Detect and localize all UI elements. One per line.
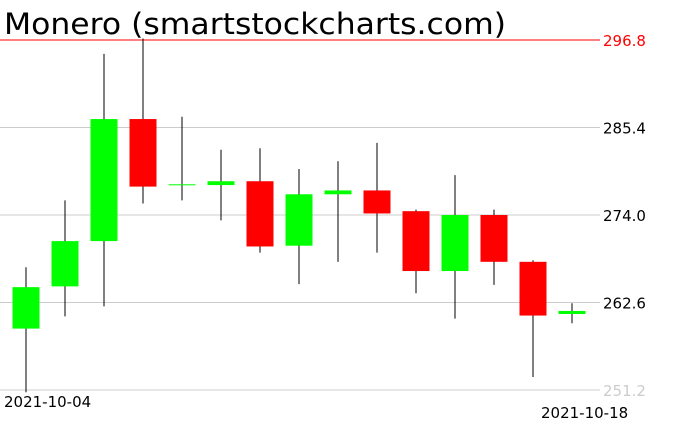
y-axis-labels: 296.8 285.4 274.0 262.6 251.2 [603, 32, 646, 400]
candle-body-down [246, 181, 274, 247]
candle [246, 148, 274, 253]
candle-body-up [285, 194, 313, 246]
y-tick-label: 274.0 [603, 207, 646, 225]
candles [12, 38, 586, 393]
candle [168, 116, 196, 201]
candle-body-down [129, 119, 157, 187]
candle-body-up [90, 119, 118, 242]
candle-body-up [324, 190, 352, 195]
y-tick-label: 285.4 [603, 120, 646, 138]
candle-body-up [12, 287, 40, 329]
candle [441, 175, 469, 319]
x-tick-label-start: 2021-10-04 [4, 393, 91, 411]
candle [324, 161, 352, 262]
candle-body-up [558, 310, 586, 315]
candle [51, 200, 79, 317]
candle-body-down [363, 190, 391, 214]
y-tick-label: 262.6 [603, 295, 646, 313]
y-tick-label: 296.8 [603, 32, 646, 50]
candle [285, 168, 313, 285]
candle [480, 209, 508, 285]
candle [207, 149, 235, 221]
y-tick-label: 251.2 [603, 382, 646, 400]
candle-body-up [441, 215, 469, 272]
candle-body-down [402, 211, 430, 272]
candle [12, 267, 40, 393]
candle-body-up [207, 181, 235, 186]
candle [90, 53, 118, 307]
x-tick-label-end: 2021-10-18 [541, 404, 628, 422]
chart-title: Monero (smartstockcharts.com) [4, 7, 506, 41]
candle [558, 303, 586, 324]
candle-body-down [519, 261, 547, 316]
candle-body-up [51, 241, 79, 287]
candle [402, 209, 430, 294]
candle-body-down [480, 215, 508, 262]
candle-body-up [168, 184, 196, 186]
candle [519, 260, 547, 377]
candle [129, 38, 157, 204]
candle [363, 142, 391, 253]
